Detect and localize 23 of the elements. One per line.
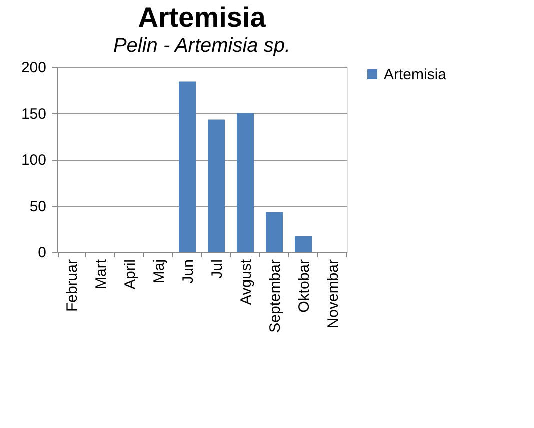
x-tick-label: Septembar bbox=[267, 259, 284, 333]
x-tick-label: Jun bbox=[180, 260, 197, 284]
y-tick-label: 50 bbox=[30, 198, 46, 216]
bar bbox=[208, 120, 225, 252]
x-tick-label: Februar bbox=[64, 260, 81, 312]
text: Pelin - Artemisia sp. bbox=[113, 35, 291, 57]
x-tick-label: April bbox=[122, 260, 139, 290]
x-tick-label: Mart bbox=[93, 258, 110, 290]
bar bbox=[237, 113, 254, 252]
x-tick-label: Oktobar bbox=[296, 260, 313, 313]
bar bbox=[295, 236, 312, 252]
chart-title: Artemisia bbox=[138, 2, 266, 33]
x-tick-label: Jul bbox=[209, 260, 226, 279]
y-tick-label: 100 bbox=[21, 152, 46, 169]
y-tick-label: 0 bbox=[38, 244, 46, 262]
bar bbox=[179, 82, 196, 252]
y-tick-label: 150 bbox=[21, 106, 46, 123]
y-tick-label: 200 bbox=[21, 60, 46, 76]
bar bbox=[266, 212, 283, 252]
x-tick-label: Maj bbox=[151, 260, 168, 284]
x-tick-label: Novembar bbox=[325, 260, 342, 329]
x-tick-label: Avgust bbox=[238, 258, 255, 306]
legend-label: Artemisia bbox=[384, 66, 448, 84]
